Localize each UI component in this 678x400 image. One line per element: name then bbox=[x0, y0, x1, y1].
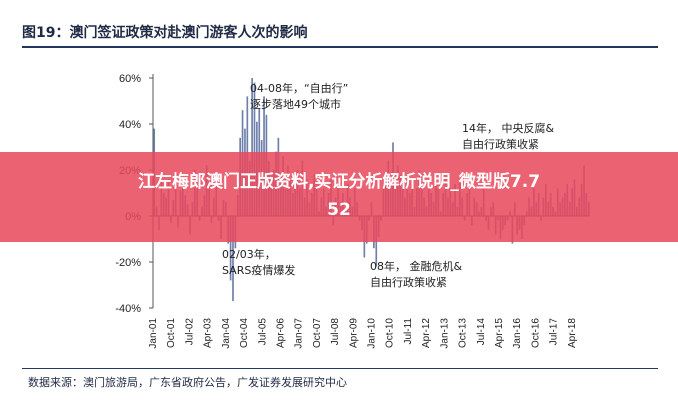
bar bbox=[253, 82, 256, 216]
x-tick-label: Jul-11 bbox=[403, 318, 414, 345]
annotation-text: 自由行政策收紧 bbox=[370, 275, 447, 289]
x-tick-label: Jul-08 bbox=[330, 318, 341, 346]
x-tick-label: Oct-01 bbox=[166, 318, 177, 348]
x-tick-label: Oct-04 bbox=[239, 318, 250, 348]
x-tick-label: Oct-13 bbox=[458, 318, 469, 348]
x-tick-label: Jan-07 bbox=[294, 318, 305, 349]
x-tick-label: Apr-06 bbox=[275, 318, 286, 348]
x-tick-label: Apr-18 bbox=[567, 318, 578, 348]
bar bbox=[251, 78, 253, 216]
x-tick-label: Apr-12 bbox=[421, 318, 432, 348]
x-tick-label: Jan-13 bbox=[439, 318, 450, 349]
x-tick-label: Apr-15 bbox=[494, 318, 505, 348]
x-tick-label: Jan-16 bbox=[512, 318, 523, 349]
annotation-text: 04-08年，“自由行” bbox=[250, 81, 348, 95]
x-tick-label: Jan-10 bbox=[367, 318, 378, 349]
figure-title: 图19：澳门签证政策对赴澳门游客人次的影响 bbox=[22, 25, 308, 41]
banner-line-2: 52 bbox=[327, 200, 351, 220]
x-tick-label: Jan-01 bbox=[148, 318, 159, 349]
bar bbox=[229, 216, 232, 281]
y-tick-label: 60% bbox=[119, 73, 141, 85]
annotation-text: 08年， 金融危机& bbox=[370, 259, 462, 273]
overlay-banner bbox=[0, 152, 678, 242]
x-tick-label: Jul-02 bbox=[184, 318, 195, 346]
x-tick-label: Apr-09 bbox=[348, 318, 359, 348]
annotation-text: 02/03年， bbox=[222, 247, 276, 261]
y-tick-label: -40% bbox=[115, 303, 141, 315]
x-tick-label: Jul-17 bbox=[549, 318, 560, 346]
source-rule bbox=[22, 368, 658, 369]
x-tick-label: Apr-03 bbox=[203, 318, 214, 348]
x-tick-label: Jul-14 bbox=[476, 318, 487, 346]
x-tick-label: Jul-05 bbox=[257, 318, 268, 346]
x-tick-label: Oct-10 bbox=[385, 318, 396, 348]
x-tick-label: Oct-07 bbox=[312, 318, 323, 348]
annotation-text: 自由行政策收紧 bbox=[462, 137, 539, 151]
x-tick-label: Oct-16 bbox=[530, 318, 541, 348]
y-tick-label: 40% bbox=[119, 119, 141, 131]
y-tick-label: -20% bbox=[115, 257, 141, 269]
overlay-banner-text: 江左梅郎澳门正版资料,实证分析解析说明_微型版7.7 52 bbox=[0, 168, 678, 224]
annotation-text: 14年， 中央反腐& bbox=[462, 121, 554, 135]
source-note: 数据来源：澳门旅游局，广东省政府公告，广发证券发展研究中心 bbox=[28, 376, 347, 389]
annotation-text: SARS疫情爆发 bbox=[222, 263, 295, 277]
banner-line-1: 江左梅郎澳门正版资料,实证分析解析说明_微型版7.7 bbox=[137, 172, 541, 192]
bar bbox=[232, 216, 234, 302]
x-tick-label: Jan-04 bbox=[221, 318, 232, 349]
title-rule bbox=[22, 46, 658, 48]
annotation-text: 逐步落地49个城市 bbox=[250, 97, 341, 111]
